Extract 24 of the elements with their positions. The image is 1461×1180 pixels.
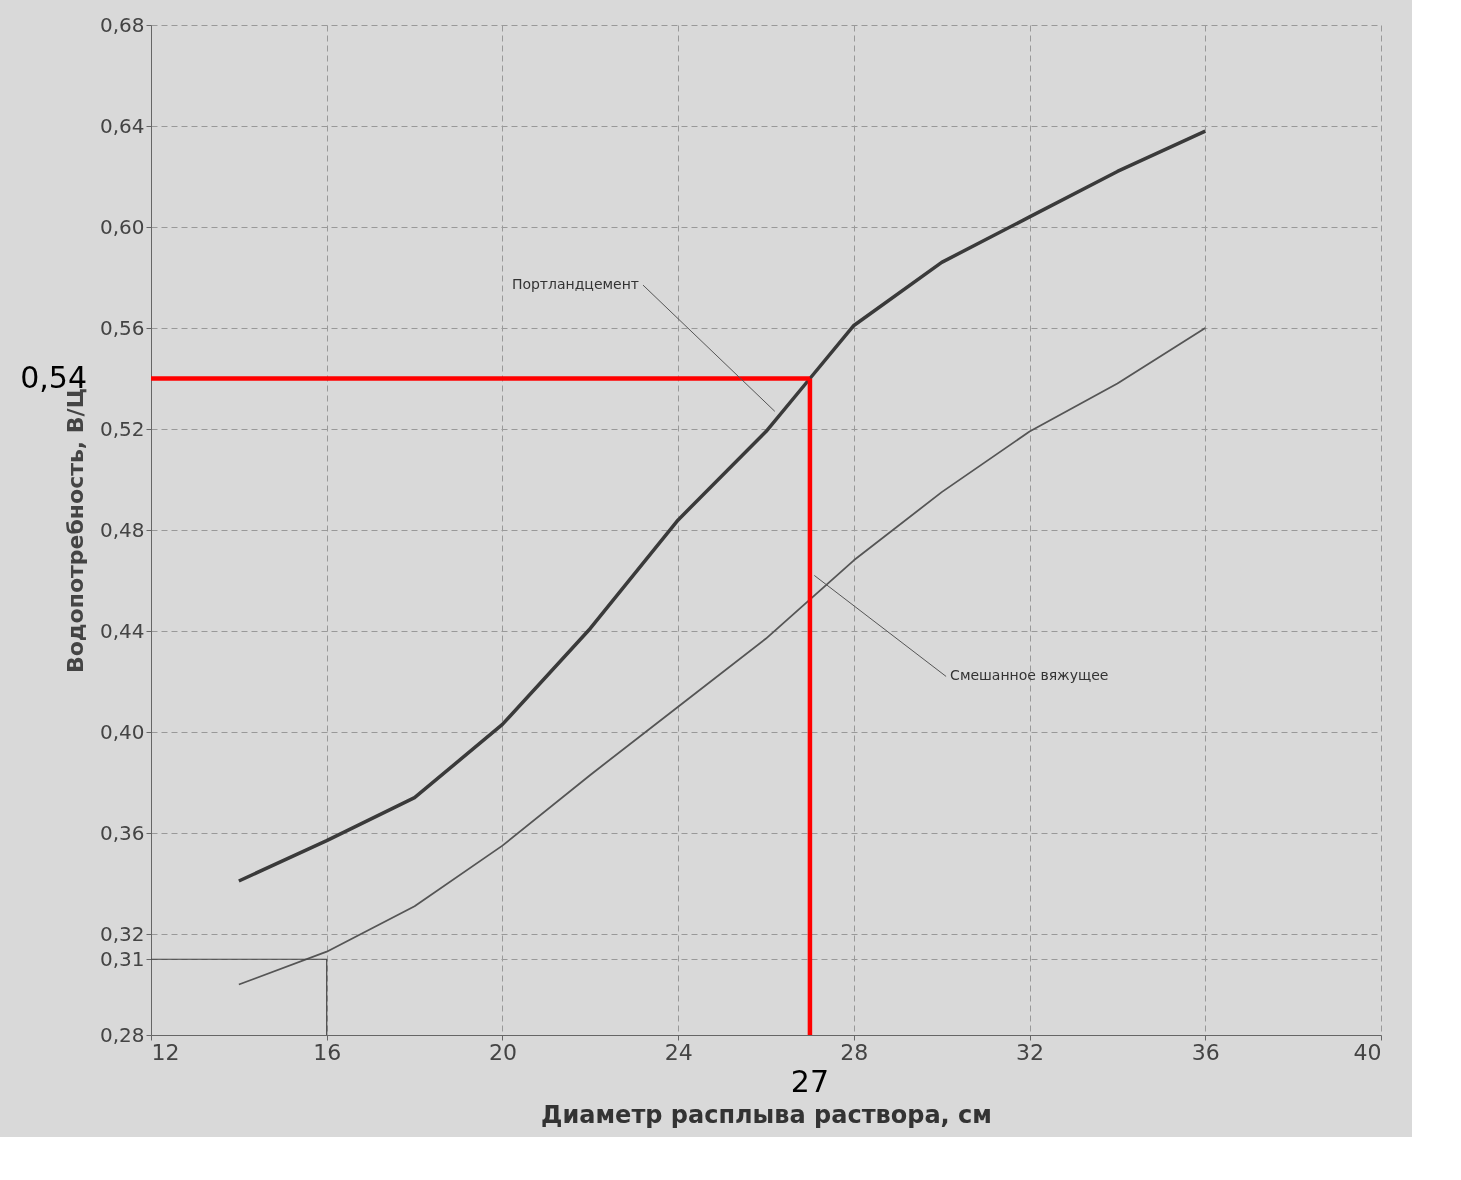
x-tick-label: 40	[1353, 1039, 1382, 1065]
y-tick-label: 0,48	[99, 517, 145, 542]
annotation: Смешанное вяжущее	[950, 667, 1109, 684]
x-tick-label: 28	[840, 1039, 869, 1065]
y-tick-label: 0,68	[99, 12, 145, 37]
x-tick-label: 12	[151, 1039, 180, 1065]
y-tick-label: 0,44	[99, 618, 145, 643]
x-tick-label: 32	[1016, 1039, 1045, 1065]
x-axis-title: Диаметр расплыва раствора, см	[541, 1100, 992, 1129]
y-tick-label: 0,64	[99, 113, 145, 138]
y-tick-label: 0,60	[99, 214, 145, 239]
y-tick-label: 0,28	[99, 1022, 145, 1047]
annotation: Портландцемент	[511, 276, 639, 293]
y-tick-label: 0,31	[99, 946, 145, 971]
x-tick-label: 36	[1191, 1039, 1220, 1065]
x-tick-label: 24	[664, 1039, 693, 1065]
y-tick-label: 0,52	[99, 416, 145, 441]
annotation: 27	[790, 1064, 830, 1099]
y-tick-label: 0,40	[99, 719, 145, 744]
y-tick-label: 0,56	[99, 315, 145, 340]
x-tick-label: 20	[488, 1039, 517, 1065]
y-tick-label: 0,32	[99, 921, 145, 946]
x-tick-label: 16	[313, 1039, 342, 1065]
y-tick-label: 0,36	[99, 820, 145, 845]
